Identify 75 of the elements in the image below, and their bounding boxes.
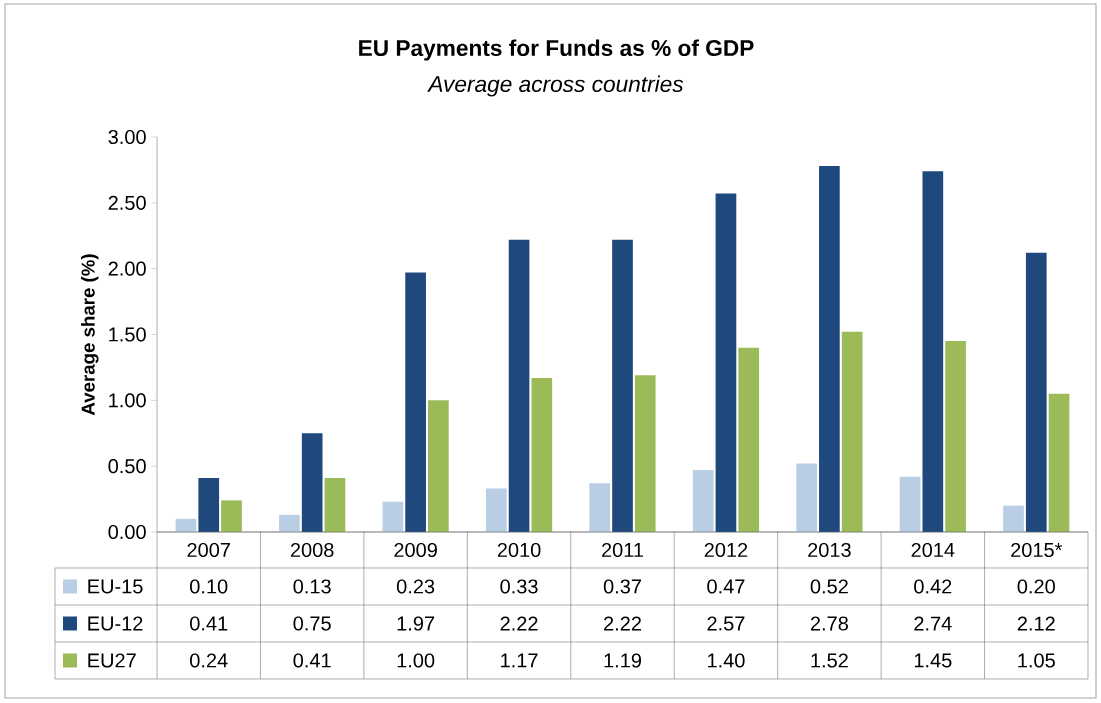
legend-label: EU27 (88, 653, 136, 668)
bar (405, 272, 426, 532)
data-label: 0.41 (293, 653, 331, 668)
bar (589, 483, 611, 532)
data-label: 0.24 (190, 653, 228, 668)
bar (796, 463, 817, 532)
data-label: 0.52 (810, 579, 848, 594)
chart-title: EU Payments for Funds as % of GDP (359, 39, 754, 61)
data-label: 1.40 (708, 653, 745, 668)
bar (819, 165, 840, 532)
y-tick-label: 1.50 (109, 327, 146, 342)
data-label: 1.19 (604, 653, 642, 668)
chart-subtitle: Average across countries (427, 75, 684, 97)
bar (301, 433, 323, 532)
data-label: 0.41 (190, 616, 228, 631)
data-label: 0.10 (190, 579, 228, 594)
x-tick-label: 2014 (911, 542, 955, 558)
data-label: 2.12 (1017, 616, 1055, 631)
y-tick-label: 0.50 (108, 459, 146, 474)
data-label: 0.47 (707, 579, 745, 594)
bar (612, 239, 633, 532)
bar (508, 239, 530, 532)
bar (279, 514, 300, 532)
y-tick-label: 1.00 (109, 393, 146, 408)
x-tick-label: 2013 (808, 542, 851, 558)
x-tick-label: 2015* (1011, 542, 1063, 558)
bar (715, 193, 737, 532)
data-label: 0.23 (396, 579, 435, 594)
bar (221, 500, 242, 532)
y-tick-label: 2.50 (108, 195, 146, 210)
data-label: 2.22 (604, 616, 641, 631)
data-label: 0.42 (914, 579, 952, 594)
legend-label: EU-12 (88, 616, 143, 631)
data-label: 0.33 (500, 579, 538, 594)
bar (485, 488, 507, 532)
x-tick-label: 2008 (290, 542, 334, 558)
x-tick-label: 2010 (497, 542, 541, 558)
x-tick-label: 2007 (187, 542, 230, 558)
data-label: 1.97 (397, 616, 435, 631)
data-label: 1.17 (501, 653, 538, 668)
x-tick-label: 2011 (602, 542, 644, 558)
bar (382, 501, 404, 532)
bar (428, 400, 449, 532)
bar (922, 171, 944, 532)
data-label: 1.52 (811, 653, 848, 668)
bar (738, 347, 760, 532)
data-label: 2.57 (707, 616, 745, 631)
bar (324, 478, 346, 532)
legend-label: EU-15 (88, 579, 143, 594)
y-tick-label: 2.00 (108, 261, 146, 276)
data-label: 1.05 (1018, 653, 1055, 668)
data-label: 2.22 (500, 616, 538, 631)
bar (841, 331, 863, 532)
bar (634, 375, 656, 532)
x-tick-label: 2009 (394, 542, 437, 558)
data-label: 1.45 (914, 653, 952, 668)
y-tick-label: 0.00 (108, 524, 146, 540)
bar (198, 478, 220, 532)
bar (1003, 505, 1024, 532)
y-tick-label: 3.00 (108, 129, 146, 145)
data-label: 0.37 (603, 579, 641, 594)
data-label: 0.13 (293, 579, 331, 594)
data-label: 2.78 (810, 616, 848, 631)
x-tick-label: 2012 (704, 542, 748, 558)
data-label: 0.75 (293, 616, 331, 631)
data-label: 0.20 (1017, 579, 1055, 594)
bar (899, 476, 921, 532)
bar (1048, 393, 1070, 532)
bar (692, 470, 714, 532)
bar (531, 377, 553, 532)
y-axis-title: Average share (%) (81, 254, 99, 416)
bar (1025, 252, 1047, 532)
data-label: 1.00 (397, 653, 435, 668)
bar (945, 341, 966, 532)
data-label: 2.74 (914, 616, 952, 631)
